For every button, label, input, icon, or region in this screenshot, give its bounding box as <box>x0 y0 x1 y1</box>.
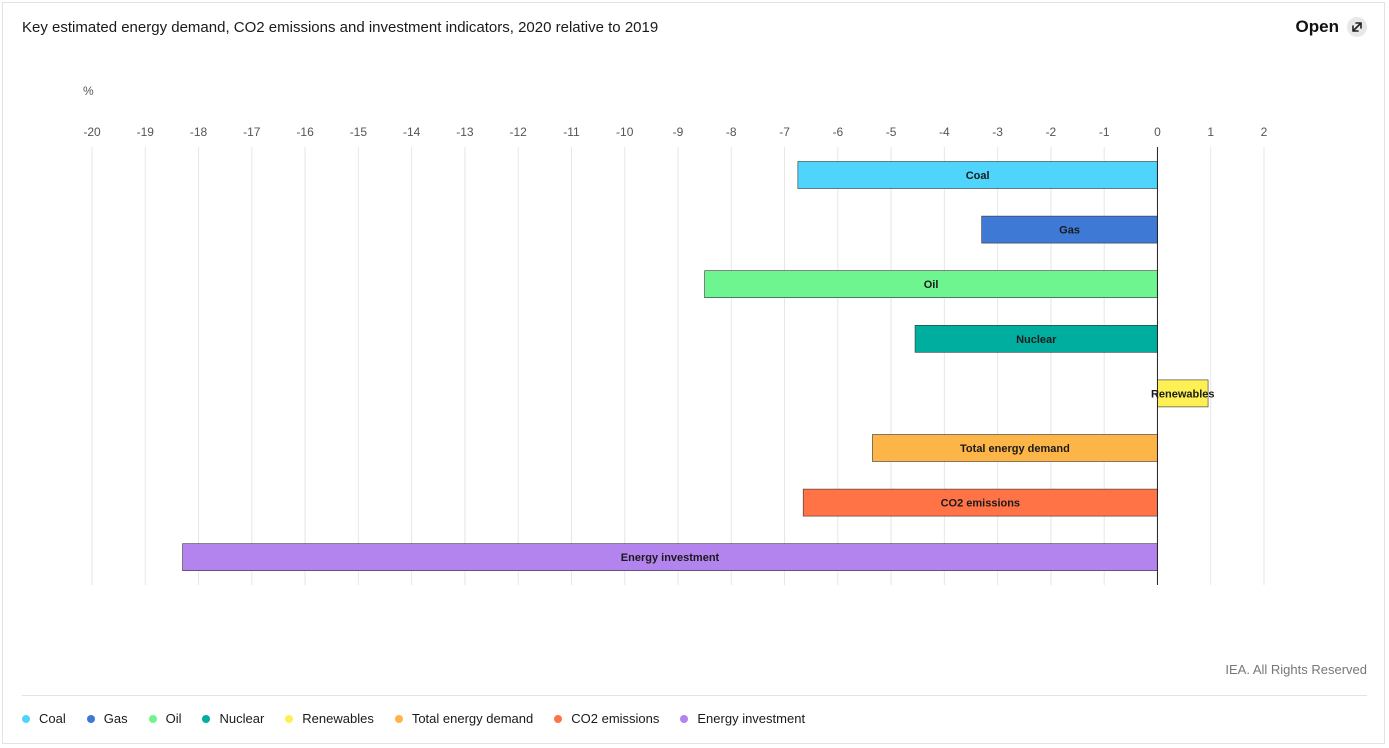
x-tick-label: 2 <box>1261 125 1268 139</box>
chart-title: Key estimated energy demand, CO2 emissio… <box>22 19 659 36</box>
bar-chart: % -20 -19 -18 -17 -16 -15 -14 -13 -12 -11 -10 -9 -8-… <box>83 84 1268 585</box>
legend-swatch <box>680 714 689 723</box>
bar[interactable] <box>182 543 1158 572</box>
legend-swatch <box>202 714 211 723</box>
x-tick-label: -10 <box>616 125 634 139</box>
legend-item[interactable]: Energy investment <box>680 711 805 726</box>
bar-label: Oil <box>924 279 939 291</box>
legend-swatch <box>394 714 403 723</box>
legend-swatch <box>285 714 294 723</box>
bar[interactable] <box>981 215 1158 244</box>
legend-item[interactable]: Oil <box>148 711 182 726</box>
x-tick-label: 0 <box>1154 125 1161 139</box>
y-unit-label: % <box>83 84 94 98</box>
bar-label: Coal <box>966 170 990 182</box>
bar[interactable] <box>802 488 1158 517</box>
x-tick-label: -3 <box>992 125 1003 139</box>
x-tick-label: -12 <box>510 125 528 139</box>
x-tick-label: -16 <box>296 125 314 139</box>
legend-label: Energy investment <box>697 711 806 726</box>
bar-label: Energy investment <box>621 552 720 564</box>
x-tick-label: -2 <box>1046 125 1057 139</box>
legend-item[interactable]: Renewables <box>285 711 374 726</box>
x-tick-label: -15 <box>350 125 368 139</box>
bar-labels: Coal Gas Oil Nuclear Renewables Total energy … <box>621 170 1215 564</box>
bars <box>182 161 1209 572</box>
x-tick-label: -5 <box>886 125 897 139</box>
bar[interactable] <box>914 324 1158 353</box>
legend-divider <box>22 695 1367 696</box>
legend-item[interactable]: Total energy demand <box>394 711 534 726</box>
bar-label: Renewables <box>1151 388 1215 400</box>
legend-swatch <box>86 714 95 723</box>
bar[interactable] <box>872 434 1158 462</box>
legend-label: CO2 emissions <box>571 711 660 726</box>
legend-item[interactable]: Coal <box>22 711 66 726</box>
x-tick-label: -14 <box>403 125 421 139</box>
expand-arrow-icon <box>1347 17 1367 37</box>
x-tick-label: -18 <box>190 125 208 139</box>
bar[interactable] <box>704 270 1158 299</box>
open-button-label: Open <box>1295 17 1339 36</box>
x-tick-label: -11 <box>563 125 580 139</box>
grid-lines <box>91 147 1265 585</box>
legend-item[interactable]: CO2 emissions <box>554 711 659 726</box>
x-tick-label: -19 <box>137 125 155 139</box>
legend-swatch <box>554 714 563 723</box>
bar-label: CO2 emissions <box>941 498 1020 510</box>
x-tick-label: -1 <box>1099 125 1110 139</box>
legend-label: Total energy demand <box>411 711 534 726</box>
legend: Coal Gas Oil Nuclear Renewables Total energy … <box>22 711 805 726</box>
legend-label: Gas <box>103 711 128 726</box>
copyright-notice: IEA. All Rights Reserved <box>1225 662 1367 677</box>
legend-label: Renewables <box>302 711 374 726</box>
x-axis-ticks: -20 -19 -18 -17 -16 -15 -14 -13 -12 -11 -10 -9 -8 -7-… <box>83 125 1267 139</box>
x-tick-label: -7 <box>779 125 790 139</box>
bar-label: Total energy demand <box>960 443 1070 455</box>
legend-item[interactable]: Nuclear <box>202 711 264 726</box>
legend-label: Oil <box>165 711 182 726</box>
x-tick-label: -8 <box>726 125 737 139</box>
open-button[interactable]: Open <box>1296 17 1367 37</box>
bar-label: Nuclear <box>1016 334 1057 346</box>
x-tick-label: -17 <box>243 125 261 139</box>
bar[interactable] <box>1157 379 1209 408</box>
x-tick-label: 1 <box>1207 125 1214 139</box>
x-tick-label: -4 <box>939 125 950 139</box>
x-tick-label: -9 <box>673 125 684 139</box>
legend-label: Coal <box>39 711 66 726</box>
legend-label: Nuclear <box>219 711 265 726</box>
bar-label: Gas <box>1059 225 1080 237</box>
x-tick-label: -20 <box>83 125 101 139</box>
x-tick-label: -13 <box>456 125 474 139</box>
legend-item[interactable]: Gas <box>86 711 128 726</box>
legend-swatch <box>148 714 157 723</box>
legend-swatch <box>22 714 30 723</box>
x-tick-label: -6 <box>832 125 843 139</box>
